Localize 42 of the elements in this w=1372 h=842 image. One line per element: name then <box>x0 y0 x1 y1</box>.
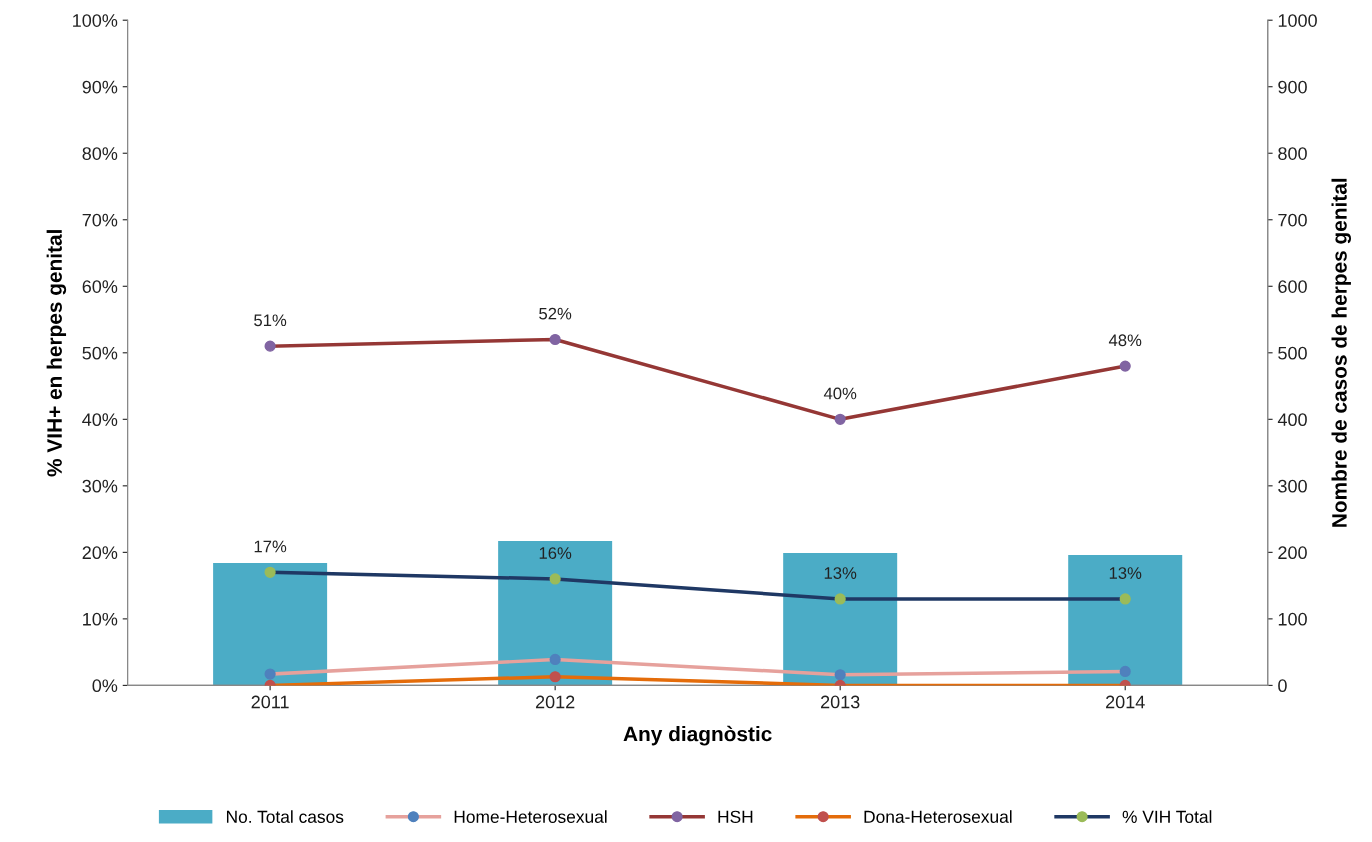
y-tick-label: 50% <box>82 346 118 360</box>
y2-tick-label: 500 <box>1278 346 1307 360</box>
x-tick-label: 2011 <box>251 695 289 709</box>
legend-label: Dona-Heterosexual <box>864 810 1012 823</box>
y2-tick-label: 200 <box>1278 546 1307 560</box>
y-tick-label: 20% <box>82 546 118 560</box>
y-tick-label: 100% <box>73 14 118 27</box>
y2-tick-label: 900 <box>1278 80 1307 94</box>
y-tick-label: 90% <box>82 80 118 94</box>
y2-tick-label: 400 <box>1277 413 1307 427</box>
y-tick-label: 70% <box>82 213 118 227</box>
x-tick-label: 2014 <box>1106 695 1145 709</box>
data-label: 52% <box>539 307 572 320</box>
y2-axis-title: Nombre de casos de herpes genital <box>1331 178 1352 527</box>
data-label: 13% <box>1109 567 1142 579</box>
y-tick-label: 30% <box>82 479 118 493</box>
y2-tick-label: 100 <box>1278 612 1307 626</box>
legend-label: HSH <box>718 810 753 823</box>
y2-tick-label: 600 <box>1278 280 1307 293</box>
x-tick-label: 2012 <box>535 695 575 709</box>
y-tick-label: 0% <box>92 679 118 693</box>
y-axis-title: % VIH+ en herpes genital <box>46 230 67 477</box>
data-label: 16% <box>539 547 572 559</box>
x-axis-title: Any diagnòstic <box>623 725 772 746</box>
y-tick-label: 40% <box>82 413 118 427</box>
data-label: 17% <box>254 540 287 553</box>
y2-tick-label: 300 <box>1278 479 1307 493</box>
data-label: 13% <box>824 567 857 579</box>
legend-label: % VIH Total <box>1122 810 1212 823</box>
x-tick-label: 2013 <box>821 695 860 709</box>
y2-tick-label: 1000 <box>1278 14 1317 27</box>
y2-tick-label: 0 <box>1278 679 1287 693</box>
legend-label: Home-Heterosexual <box>454 810 607 823</box>
legend-label: No. Total casos <box>226 810 344 823</box>
y2-tick-label: 800 <box>1278 147 1307 160</box>
data-label: 40% <box>823 387 857 400</box>
data-label: 48% <box>1108 334 1142 347</box>
y-tick-label: 80% <box>82 147 118 160</box>
y-tick-label: 10% <box>83 612 118 626</box>
y-tick-label: 60% <box>82 280 118 293</box>
data-label: 51% <box>254 314 287 327</box>
y2-tick-label: 700 <box>1278 213 1307 227</box>
